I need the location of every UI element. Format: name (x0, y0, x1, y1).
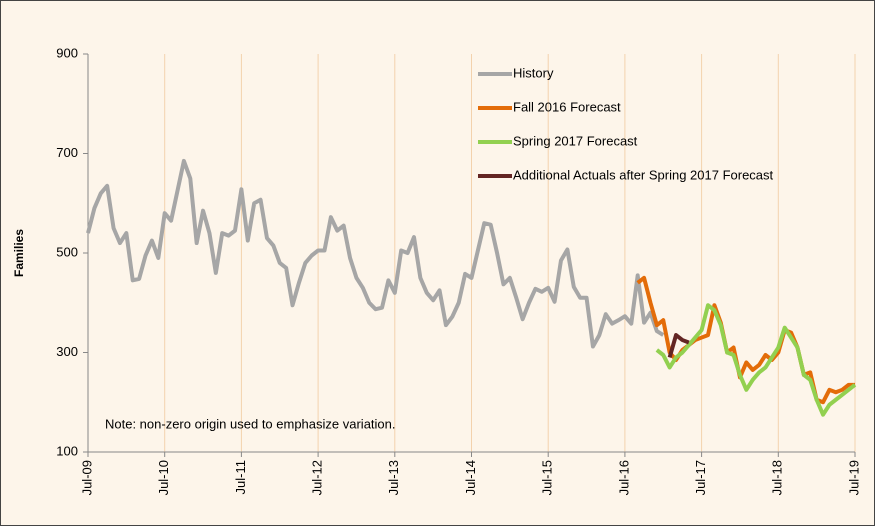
x-tick-label: Jul-11 (233, 460, 248, 494)
series-line (86, 158, 665, 349)
x-tick-label: Jul-10 (156, 460, 171, 495)
series-line (655, 303, 857, 417)
x-tick-label: Jul-13 (386, 460, 401, 495)
y-axis-label: Families (12, 229, 26, 277)
x-tick-label: Jul-17 (693, 460, 708, 495)
legend-label: History (513, 65, 554, 80)
x-tick-label: Jul-16 (616, 460, 631, 495)
legend-label: Additional Actuals after Spring 2017 For… (513, 167, 774, 182)
y-tick-label: 500 (56, 244, 78, 259)
y-tick-label: 900 (56, 45, 78, 60)
x-tick-label: Jul-09 (79, 460, 94, 495)
y-tick-label: 100 (56, 443, 78, 458)
legend-label: Spring 2017 Forecast (513, 133, 638, 148)
x-tick-label: Jul-14 (463, 460, 478, 495)
x-tick-label: Jul-12 (310, 460, 325, 495)
series-line (667, 333, 690, 359)
x-tick-label: Jul-19 (846, 460, 861, 495)
x-tick-label: Jul-18 (770, 460, 785, 495)
legend-label: Fall 2016 Forecast (513, 99, 621, 114)
x-tick-label: Jul-15 (540, 460, 555, 495)
y-tick-label: 300 (56, 344, 78, 359)
y-tick-label: 700 (56, 145, 78, 160)
annotation: Note: non-zero origin used to emphasize … (105, 416, 396, 431)
